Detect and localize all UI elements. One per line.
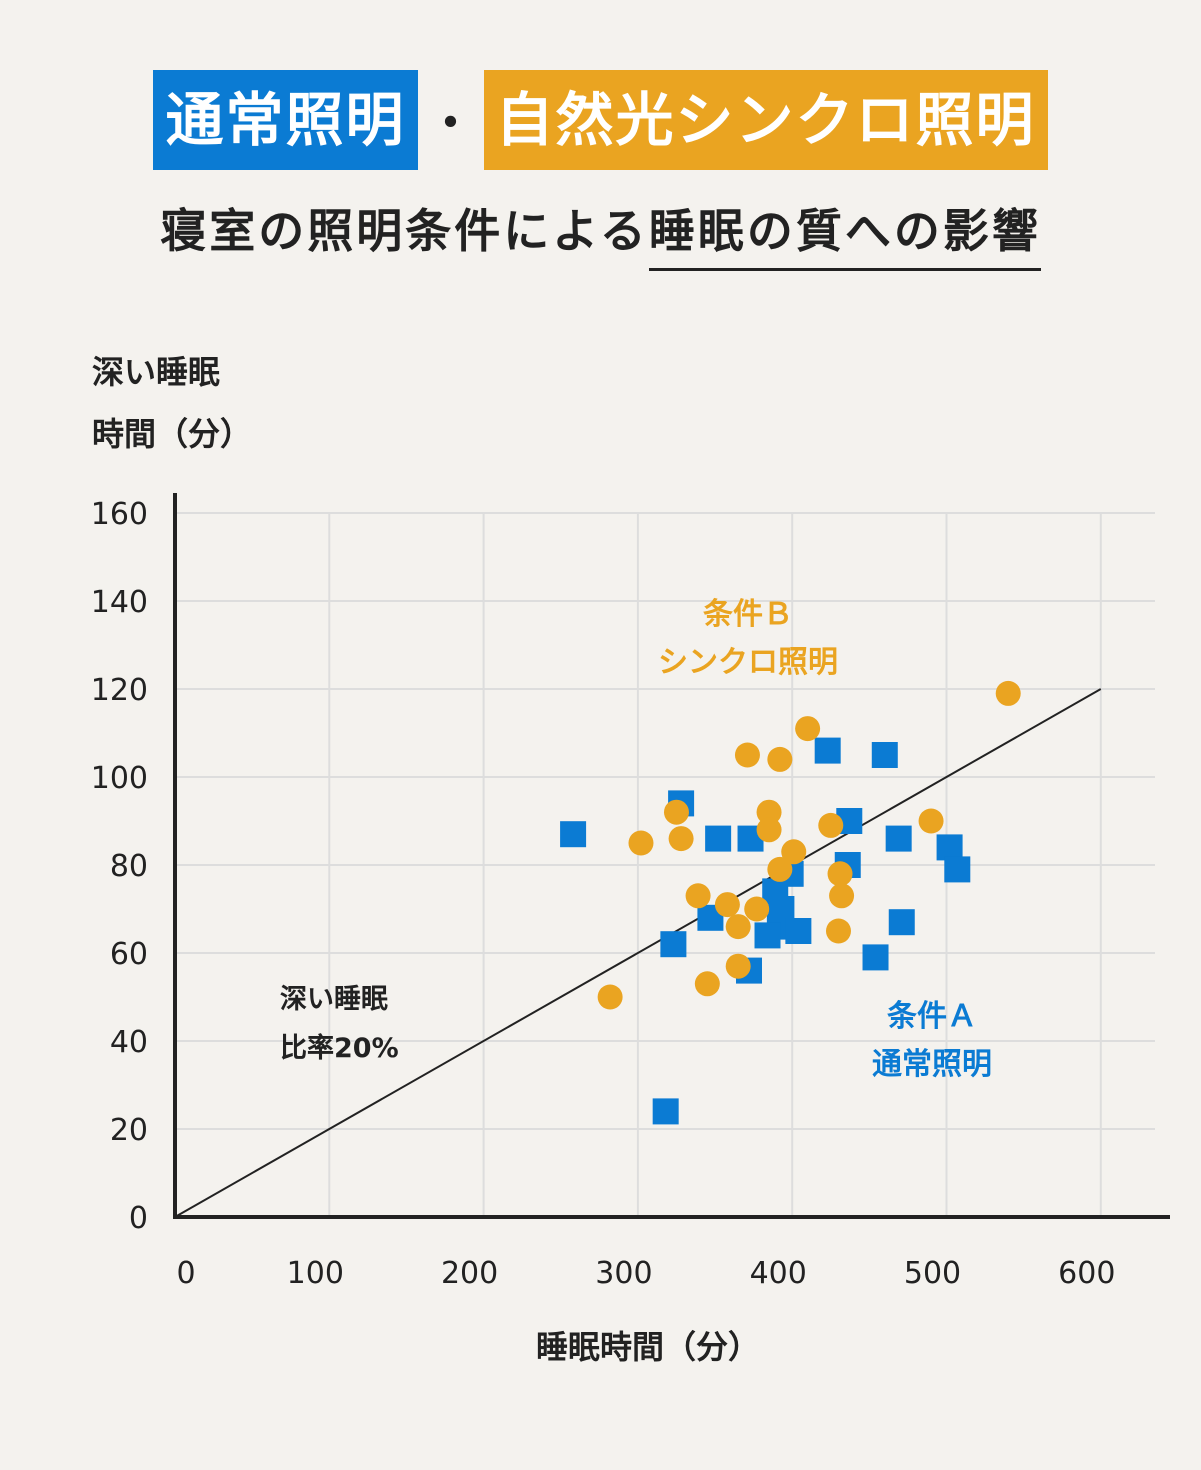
- condition-b-point: [829, 883, 855, 909]
- y-tick-label: 60: [110, 937, 148, 972]
- reference-line: [174, 688, 1102, 1218]
- condition-b-point: [767, 856, 793, 882]
- subtitle-plain: 寝室の照明条件による: [160, 204, 649, 258]
- title-normal-lighting: 通常照明: [153, 70, 418, 170]
- condition-a-point: [705, 825, 732, 852]
- condition-b-point: [756, 799, 782, 825]
- condition-a-label-line1: 条件Ａ: [887, 999, 977, 1034]
- x-tick-label: 200: [441, 1256, 498, 1291]
- condition-a-point: [652, 1098, 679, 1125]
- condition-a-point: [871, 742, 898, 768]
- y-tick-label: 140: [91, 585, 148, 620]
- condition-b-point: [725, 914, 751, 940]
- x-tick-label: 500: [904, 1256, 961, 1291]
- condition-a-point: [814, 737, 841, 764]
- y-axis-title-line1: 深い睡眠: [92, 353, 220, 391]
- title-row: 通常照明 ・ 自然光シンクロ照明: [0, 70, 1201, 170]
- subtitle-underlined: 睡眠の質への影響: [648, 204, 1041, 271]
- condition-b-point: [995, 680, 1021, 706]
- condition-b-point: [714, 892, 740, 918]
- condition-b-point: [767, 746, 793, 772]
- x-axis-title: 睡眠時間（分）: [536, 1328, 760, 1366]
- y-tick-label: 100: [91, 761, 148, 796]
- condition-a-point: [936, 834, 963, 861]
- condition-b-point: [818, 812, 844, 838]
- condition-b-point: [827, 861, 853, 887]
- condition-b-point: [685, 883, 711, 909]
- condition-b-point: [825, 918, 851, 944]
- y-tick-label: 20: [110, 1113, 148, 1148]
- condition-b-point: [744, 896, 770, 922]
- condition-b-point: [781, 839, 807, 865]
- y-tick-label: 80: [110, 849, 148, 884]
- reference-line-label-line1: 深い睡眠: [280, 984, 388, 1015]
- condition-b-point: [725, 953, 751, 979]
- condition-b-point: [795, 716, 821, 742]
- condition-b-point: [734, 742, 760, 768]
- x-tick-label: 100: [287, 1256, 344, 1291]
- condition-a-point: [768, 896, 795, 922]
- condition-a-point: [885, 825, 912, 852]
- condition-a-point: [660, 931, 687, 958]
- condition-b-point: [628, 830, 654, 856]
- condition-a-point: [560, 821, 587, 848]
- condition-b-point: [918, 808, 944, 834]
- y-tick-label: 0: [129, 1201, 148, 1236]
- condition-a-point: [944, 856, 971, 883]
- condition-a-point: [888, 909, 915, 936]
- title-sync-lighting: 自然光シンクロ照明: [483, 70, 1048, 170]
- y-tick-label: 40: [110, 1025, 148, 1060]
- x-tick-label: 400: [750, 1256, 807, 1291]
- condition-b-point: [756, 817, 782, 843]
- condition-b-label-line2: シンクロ照明: [658, 645, 838, 680]
- x-tick-label: 300: [595, 1256, 652, 1291]
- x-tick-label: 0: [176, 1256, 195, 1291]
- condition-b-label-line1: 条件Ｂ: [703, 597, 793, 632]
- condition-b-point: [663, 799, 689, 825]
- condition-a-point: [862, 944, 889, 971]
- y-axis-title-line2: 時間（分）: [92, 415, 252, 453]
- reference-line-label-line2: 比率20%: [280, 1032, 399, 1064]
- condition-b-point: [668, 826, 694, 852]
- y-tick-label: 120: [91, 673, 148, 708]
- condition-a-point: [785, 918, 812, 944]
- condition-a-label-line2: 通常照明: [872, 1047, 992, 1082]
- condition-b-point: [597, 984, 623, 1010]
- condition-a-point: [754, 922, 781, 949]
- condition-b-point: [694, 971, 720, 997]
- subtitle: 寝室の照明条件による睡眠の質への影響: [0, 195, 1201, 271]
- y-tick-label: 160: [91, 497, 148, 532]
- title-separator: ・: [427, 96, 474, 150]
- x-tick-label: 600: [1058, 1256, 1115, 1291]
